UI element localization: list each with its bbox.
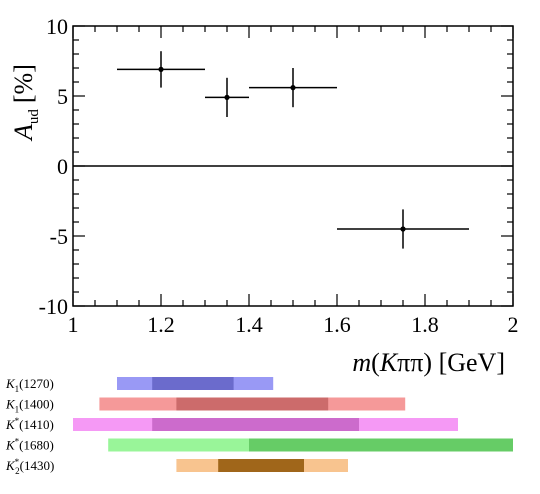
resonance-label: K*(1410) xyxy=(5,416,54,432)
y-tick-label: 0 xyxy=(57,154,68,179)
y-axis-title: Aud [%] xyxy=(9,64,42,142)
resonance-label-sup: * xyxy=(15,437,20,447)
resonance-label-sub: 1 xyxy=(15,384,20,394)
y-tick-label: -5 xyxy=(50,224,68,249)
resonance-label-name: K xyxy=(5,458,16,473)
resonance-label-name: K xyxy=(5,438,16,453)
resonance-label-sub: 1 xyxy=(15,405,20,415)
y-tick-label: 10 xyxy=(46,14,68,39)
resonance-label: K*(1680) xyxy=(5,437,54,453)
x-tick-label: 2 xyxy=(508,312,519,337)
y-axis-title-symbol: A xyxy=(9,124,38,142)
y-axis-title-subscript: ud xyxy=(26,109,42,125)
x-tick-label: 1.6 xyxy=(323,312,351,337)
data-point xyxy=(400,226,406,232)
resonance-label-mass: (1680) xyxy=(19,438,54,453)
x-tick-label: 1.2 xyxy=(147,312,175,337)
resonance-band-inner xyxy=(249,438,513,452)
y-tick-label: 5 xyxy=(57,84,68,109)
resonance-label: K1(1400) xyxy=(5,397,54,415)
x-tick-label: 1 xyxy=(68,312,79,337)
x-axis-title-mass: m xyxy=(352,348,371,377)
y-axis-title-unit: [%] xyxy=(9,64,38,103)
x-axis-title: m(Kππ) [GeV] xyxy=(352,348,505,377)
resonance-band-inner xyxy=(152,418,359,431)
resonance-label-mass: (1410) xyxy=(19,417,54,432)
resonance-label-sup: * xyxy=(15,457,20,467)
resonance-band-inner xyxy=(218,459,304,472)
x-axis-title-open: ( xyxy=(371,348,380,377)
axis-ticks-layer: 1 1.2 1.4 1.6 1.8 2 -10 -5 0 5 10 xyxy=(39,14,519,337)
resonance-label-mass: (1400) xyxy=(19,397,54,412)
x-axis-title-pions: ππ) [GeV] xyxy=(397,348,505,377)
data-points-layer xyxy=(117,51,469,249)
resonance-label-mass: (1430) xyxy=(20,458,55,473)
data-point xyxy=(290,85,296,91)
resonance-label-sup: * xyxy=(15,416,20,426)
x-axis-title-kaon: K xyxy=(379,348,399,377)
resonance-label: K1(1270) xyxy=(5,376,54,394)
svg-text:Aud[%]: Aud [%] xyxy=(9,64,42,142)
resonance-band-inner xyxy=(176,397,329,411)
resonance-bands-layer: K1(1270)K1(1400)K*(1410)K*(1680)K* 2(1430… xyxy=(5,376,513,476)
y-tick-label: -10 xyxy=(39,294,68,319)
svg-text:m(Kππ) [GeV]: m(Kππ) [GeV] xyxy=(352,348,505,377)
x-tick-label: 1.8 xyxy=(411,312,439,337)
x-tick-label: 1.4 xyxy=(235,312,263,337)
resonance-label-name: K xyxy=(5,417,16,432)
resonance-band-inner xyxy=(152,377,234,390)
resonance-label: K* 2(1430) xyxy=(5,457,54,476)
resonance-label-sub: 2 xyxy=(15,466,20,476)
data-point xyxy=(158,66,164,72)
resonance-label-name: K xyxy=(5,376,16,391)
resonance-label-mass: (1270) xyxy=(19,376,54,391)
resonance-label-name: K xyxy=(5,397,16,412)
data-point xyxy=(224,94,230,100)
